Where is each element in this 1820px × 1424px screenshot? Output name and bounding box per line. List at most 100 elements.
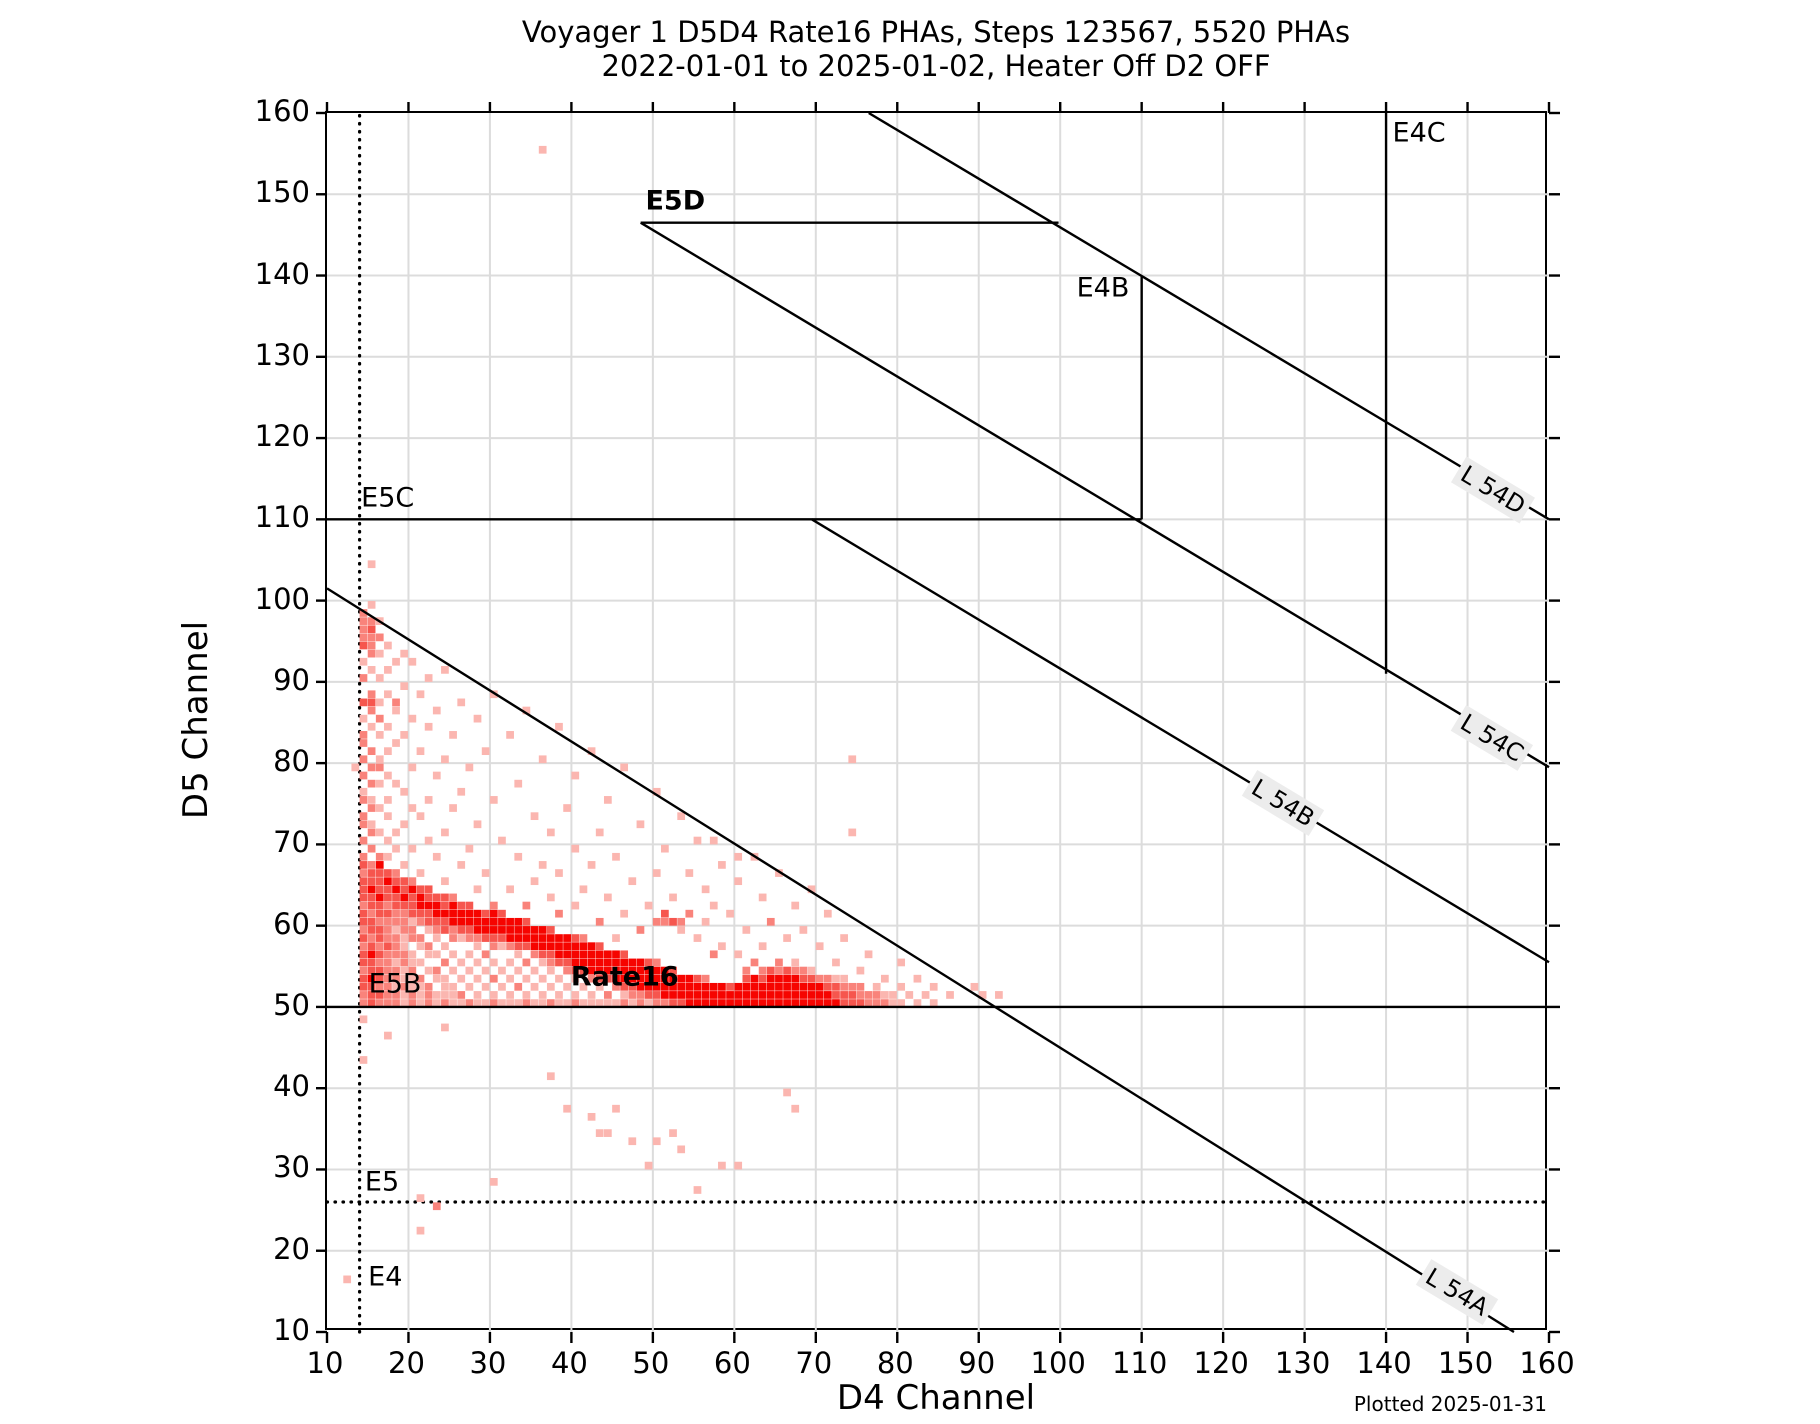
pha-bin bbox=[375, 828, 384, 837]
pha-bin bbox=[620, 966, 629, 975]
x-tick-label: 150 bbox=[1437, 1346, 1494, 1380]
pha-bin bbox=[408, 958, 417, 967]
pha-bin bbox=[766, 974, 775, 983]
pha-bin bbox=[595, 942, 604, 951]
pha-bin bbox=[384, 877, 392, 886]
pha-bin bbox=[441, 666, 449, 674]
pha-bin bbox=[587, 958, 596, 967]
pha-bin bbox=[367, 641, 376, 650]
pha-bin bbox=[555, 934, 563, 942]
pha-bin bbox=[726, 991, 734, 999]
pha-bin bbox=[408, 966, 417, 975]
pha-bin bbox=[367, 617, 376, 625]
pha-bin bbox=[734, 982, 743, 991]
pha-bin bbox=[432, 1202, 441, 1211]
pha-bin bbox=[359, 885, 368, 894]
pha-bin bbox=[424, 942, 433, 951]
pha-bin bbox=[449, 999, 457, 1007]
pha-bin bbox=[375, 991, 384, 999]
pha-bin bbox=[432, 934, 441, 942]
pha-bin bbox=[661, 909, 669, 918]
pha-bin bbox=[775, 869, 783, 877]
pha-bin bbox=[408, 934, 417, 942]
pha-bin bbox=[359, 893, 368, 902]
pha-bin bbox=[432, 706, 441, 715]
pha-bin bbox=[522, 942, 531, 951]
pha-bin bbox=[538, 861, 547, 869]
pha-bin bbox=[669, 982, 677, 991]
pha-bin bbox=[400, 966, 409, 975]
pha-bin bbox=[701, 999, 710, 1007]
pha-bin bbox=[359, 739, 368, 747]
pha-bin bbox=[392, 869, 400, 877]
pha-bin bbox=[677, 999, 686, 1007]
pha-bin bbox=[628, 982, 637, 991]
pha-bin bbox=[359, 641, 368, 650]
pha-bin bbox=[522, 958, 531, 967]
pha-bin bbox=[432, 991, 441, 999]
pha-bin bbox=[775, 982, 783, 991]
pha-bin bbox=[978, 991, 987, 999]
pha-bin bbox=[432, 893, 441, 902]
pha-bin bbox=[783, 966, 791, 975]
pha-bin bbox=[628, 877, 637, 886]
pha-bin bbox=[489, 917, 498, 926]
pha-bin bbox=[563, 942, 571, 951]
pha-bin bbox=[489, 942, 498, 951]
pha-bin bbox=[807, 991, 816, 999]
pha-bin bbox=[481, 982, 490, 991]
pha-bin bbox=[652, 917, 661, 926]
pha-bin bbox=[384, 934, 392, 942]
pha-bin bbox=[709, 901, 718, 910]
pha-bin bbox=[400, 649, 409, 658]
pha-bin bbox=[359, 909, 368, 918]
pha-bin bbox=[457, 901, 466, 910]
pha-bin bbox=[661, 844, 669, 853]
pha-bin bbox=[449, 731, 457, 739]
pha-bin bbox=[465, 901, 474, 910]
pha-bin bbox=[375, 633, 384, 642]
pha-bin bbox=[612, 999, 620, 1007]
pha-bin bbox=[832, 999, 840, 1007]
pha-bin bbox=[742, 982, 751, 991]
pha-bin bbox=[693, 836, 702, 845]
pha-bin bbox=[628, 966, 637, 975]
pha-bin bbox=[375, 852, 384, 861]
pha-bin bbox=[432, 909, 441, 918]
pha-bin bbox=[375, 779, 384, 788]
pha-bin bbox=[424, 836, 433, 845]
pha-bin bbox=[375, 966, 384, 975]
pha-bin bbox=[367, 625, 376, 634]
pha-bin bbox=[832, 958, 840, 967]
pha-bin bbox=[563, 982, 571, 991]
pha-bin bbox=[441, 958, 449, 967]
pha-bin bbox=[432, 771, 441, 780]
pha-bin bbox=[848, 982, 857, 991]
pha-bin bbox=[612, 852, 620, 861]
pha-bin bbox=[791, 999, 800, 1007]
pha-bin bbox=[661, 991, 669, 999]
x-tick-label: 50 bbox=[632, 1346, 670, 1380]
pha-bin bbox=[384, 917, 392, 926]
pha-bin bbox=[758, 982, 767, 991]
pha-bin bbox=[652, 869, 661, 877]
pha-bin bbox=[620, 958, 629, 967]
pha-bin bbox=[367, 950, 376, 959]
pha-bin bbox=[384, 690, 392, 699]
pha-bin bbox=[416, 974, 425, 983]
pha-bin bbox=[375, 926, 384, 934]
pha-bin bbox=[465, 999, 474, 1007]
pha-bin bbox=[799, 982, 808, 991]
pha-bin bbox=[579, 982, 588, 991]
pha-bin bbox=[465, 934, 474, 942]
pha-bin bbox=[498, 966, 506, 975]
pha-bin bbox=[530, 950, 539, 959]
pha-bin bbox=[498, 942, 506, 951]
x-tick-label: 10 bbox=[306, 1346, 344, 1380]
pha-bin bbox=[375, 731, 384, 739]
pha-bin bbox=[669, 999, 677, 1007]
x-tick-label: 110 bbox=[1111, 1346, 1168, 1380]
y-tick-label: 110 bbox=[254, 500, 310, 535]
pha-bin bbox=[840, 934, 848, 942]
pha-bin bbox=[392, 982, 400, 991]
